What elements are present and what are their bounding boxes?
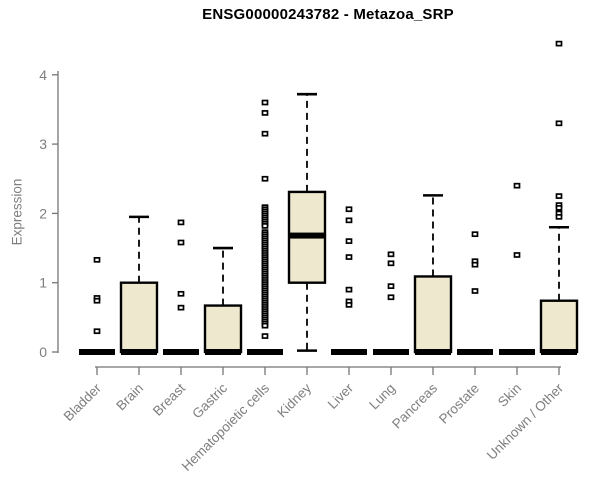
x-label-breast: Breast: [150, 380, 188, 418]
box-group-bladder: [79, 256, 115, 355]
iqr-box: [119, 281, 159, 354]
outlier-point: [555, 120, 563, 127]
outlier-point: [345, 217, 353, 224]
outlier-point: [555, 205, 563, 211]
box-group-gastric: [203, 246, 243, 355]
outlier-point: [513, 182, 521, 189]
outlier-point: [261, 322, 269, 329]
x-label-kidney: Kidney: [274, 380, 314, 420]
y-tick-label: 1: [39, 275, 47, 291]
box-group-pancreas: [413, 194, 453, 355]
box-group-brain: [119, 215, 159, 355]
median-line: [79, 349, 115, 355]
median-line: [331, 349, 367, 355]
y-tick-label: 2: [39, 205, 47, 221]
outlier-point: [471, 288, 479, 294]
x-label-liver: Liver: [325, 380, 357, 412]
median-line: [499, 349, 535, 355]
box-group-liver: [331, 206, 367, 355]
y-axis: 0 1 2 3 4: [39, 67, 59, 360]
x-label-brain: Brain: [113, 381, 146, 414]
median-line: [247, 349, 283, 355]
chart-title: ENSG00000243782 - Metazoa_SRP: [202, 6, 454, 23]
x-label-pancreas: Pancreas: [389, 380, 440, 431]
outlier-point: [93, 328, 101, 335]
outlier-point: [177, 304, 185, 311]
box-group-unknown-other: [539, 40, 579, 355]
x-label-unknown-other: Unknown / Other: [484, 380, 567, 463]
box-group-prostate: [457, 231, 493, 355]
iqr-box: [413, 275, 453, 354]
outlier-point: [261, 175, 269, 182]
y-tick-label: 4: [39, 67, 47, 83]
outlier-point: [471, 261, 479, 268]
median-line: [289, 232, 325, 239]
outlier-point: [387, 251, 395, 258]
outlier-point: [555, 40, 563, 47]
x-label-gastric: Gastric: [189, 380, 230, 421]
outlier-point: [387, 283, 395, 290]
y-tick-label: 0: [39, 344, 47, 360]
y-tick-label: 3: [39, 136, 47, 152]
outlier-point: [177, 219, 185, 226]
outlier-point: [345, 254, 353, 260]
outlier-point: [261, 130, 269, 137]
outlier-point: [261, 333, 269, 339]
iqr-box: [539, 299, 579, 354]
iqr-box: [203, 304, 243, 354]
median-line: [541, 349, 577, 355]
outlier-point: [177, 290, 185, 297]
x-label-bladder: Bladder: [61, 380, 105, 424]
outlier-point: [555, 214, 563, 220]
x-label-skin: Skin: [495, 381, 524, 410]
outlier-point: [387, 260, 395, 267]
box-group-hematopoietic-cells: [247, 99, 283, 355]
median-line: [163, 349, 199, 355]
outlier-point: [345, 302, 353, 308]
outlier-point: [177, 239, 185, 246]
outlier-point: [261, 223, 269, 229]
median-line: [121, 349, 157, 355]
outlier-point: [261, 99, 269, 106]
median-line: [373, 349, 409, 355]
box-group-kidney: [287, 92, 327, 352]
outlier-point: [93, 297, 101, 304]
outlier-point: [93, 256, 101, 263]
outlier-point: [555, 193, 563, 199]
median-line: [457, 349, 493, 355]
median-line: [415, 349, 451, 355]
outlier-point: [513, 252, 521, 258]
box-group-breast: [163, 219, 199, 355]
box-group-lung: [373, 251, 409, 355]
x-label-prostate: Prostate: [436, 381, 482, 427]
box-group-skin: [499, 182, 535, 355]
outlier-point: [471, 231, 479, 238]
outlier-point: [387, 294, 395, 301]
outlier-point: [345, 206, 353, 213]
outlier-point: [345, 238, 353, 244]
median-line: [205, 349, 241, 355]
x-label-lung: Lung: [366, 381, 398, 413]
outlier-point: [345, 286, 353, 293]
outlier-point: [261, 110, 269, 116]
